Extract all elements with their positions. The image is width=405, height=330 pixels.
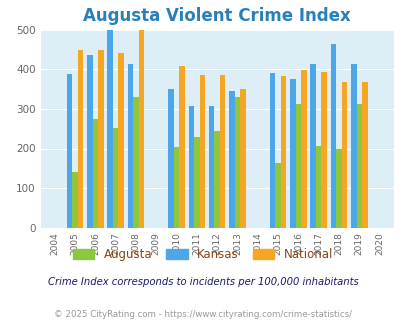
Bar xyxy=(240,89,245,228)
Bar xyxy=(92,119,98,228)
Bar xyxy=(87,55,92,228)
Bar xyxy=(335,149,341,228)
Bar xyxy=(315,146,321,228)
Bar xyxy=(168,89,173,228)
Bar xyxy=(361,82,367,228)
Bar xyxy=(341,82,346,228)
Bar xyxy=(98,50,103,228)
Bar xyxy=(214,131,220,228)
Bar xyxy=(194,137,199,228)
Bar xyxy=(133,97,139,228)
Bar xyxy=(209,106,214,228)
Bar xyxy=(139,30,144,228)
Text: © 2025 CityRating.com - https://www.cityrating.com/crime-statistics/: © 2025 CityRating.com - https://www.city… xyxy=(54,310,351,319)
Bar xyxy=(290,79,295,228)
Bar xyxy=(330,44,335,228)
Bar xyxy=(220,75,225,228)
Bar xyxy=(67,74,72,228)
Text: Crime Index corresponds to incidents per 100,000 inhabitants: Crime Index corresponds to incidents per… xyxy=(47,278,358,287)
Bar xyxy=(78,50,83,228)
Bar xyxy=(234,97,240,228)
Bar xyxy=(280,76,286,228)
Bar xyxy=(275,163,280,228)
Bar xyxy=(72,172,78,228)
Bar xyxy=(128,64,133,228)
Bar xyxy=(350,64,356,228)
Bar xyxy=(118,53,124,228)
Bar xyxy=(301,71,306,228)
Bar xyxy=(179,66,184,228)
Title: Augusta Violent Crime Index: Augusta Violent Crime Index xyxy=(83,7,350,25)
Bar xyxy=(356,104,361,228)
Bar xyxy=(310,64,315,228)
Bar xyxy=(107,30,113,228)
Bar xyxy=(229,91,234,228)
Bar xyxy=(295,104,301,228)
Bar xyxy=(199,75,205,228)
Bar xyxy=(173,147,179,228)
Bar xyxy=(113,128,118,228)
Bar xyxy=(269,73,275,228)
Legend: Augusta, Kansas, National: Augusta, Kansas, National xyxy=(68,244,337,266)
Bar xyxy=(188,106,194,228)
Bar xyxy=(321,72,326,228)
